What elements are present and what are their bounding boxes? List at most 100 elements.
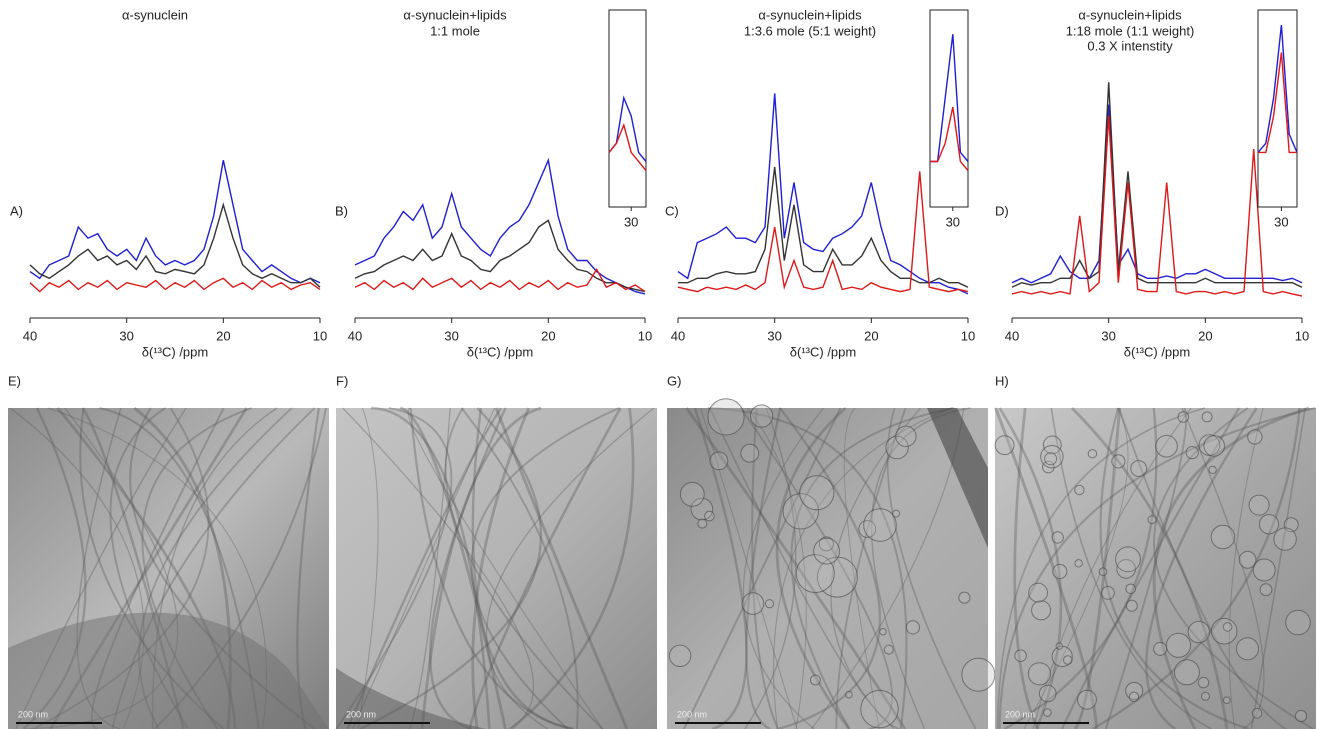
vesicle bbox=[846, 691, 853, 698]
spectrum-line bbox=[30, 160, 320, 283]
image-label: H) bbox=[995, 373, 1009, 388]
vesicle bbox=[896, 426, 916, 446]
micrograph: 200 nm bbox=[667, 399, 995, 729]
vesicle bbox=[893, 510, 900, 517]
vesicle bbox=[906, 621, 919, 634]
vesicle bbox=[1075, 560, 1082, 567]
panel-label: A) bbox=[10, 203, 23, 218]
vesicle bbox=[680, 482, 704, 506]
vesicle bbox=[959, 592, 970, 603]
vesicle bbox=[1248, 430, 1262, 444]
x-tick-label: 40 bbox=[671, 328, 685, 343]
vesicle bbox=[1156, 435, 1178, 457]
x-tick-label: 10 bbox=[961, 328, 975, 343]
figure: α-synuclein A) 40 30 20 10 δ(¹³C) /ppm α-synucl… bbox=[0, 0, 1322, 729]
inset-tick-label: 30 bbox=[946, 214, 960, 229]
vesicle bbox=[1126, 584, 1136, 594]
spectrum-line bbox=[930, 107, 968, 171]
vesicle bbox=[1260, 584, 1272, 596]
panel-subtitle: 1:3.6 mole (5:1 weight) bbox=[744, 23, 876, 38]
vesicle bbox=[1186, 447, 1198, 459]
inset-frame bbox=[1258, 10, 1297, 207]
vesicle bbox=[880, 629, 886, 635]
vesicle bbox=[1056, 643, 1062, 649]
vesicle bbox=[1045, 453, 1057, 465]
vesicle bbox=[669, 645, 690, 666]
vesicle bbox=[1211, 618, 1237, 644]
vesicle bbox=[1028, 663, 1050, 685]
x-tick-label: 30 bbox=[1101, 328, 1115, 343]
panel-subtitle: 0.3 X intenstity bbox=[1087, 38, 1173, 53]
vesicle bbox=[800, 476, 834, 510]
vesicle bbox=[811, 675, 821, 685]
x-tick-label: 40 bbox=[348, 328, 362, 343]
vesicle bbox=[1239, 551, 1256, 568]
vesicle bbox=[1202, 412, 1212, 422]
vesicle bbox=[1204, 436, 1225, 457]
panel-label: D) bbox=[995, 203, 1009, 218]
vesicle bbox=[1126, 600, 1137, 611]
vesicle bbox=[1178, 412, 1189, 423]
scale-bar-label: 200 nm bbox=[677, 709, 707, 719]
x-tick-label: 20 bbox=[864, 328, 878, 343]
spectrum-line bbox=[678, 171, 968, 291]
panel-title: α-synuclein bbox=[122, 7, 188, 22]
vesicle bbox=[1174, 660, 1199, 685]
vesicle bbox=[1202, 692, 1210, 700]
panel-title: α-synuclein+lipids bbox=[758, 7, 862, 22]
x-tick-label: 10 bbox=[313, 328, 327, 343]
x-tick-label: 40 bbox=[1005, 328, 1019, 343]
vesicle bbox=[1274, 528, 1296, 550]
vesicle bbox=[1223, 623, 1232, 632]
vesicle bbox=[1078, 690, 1097, 709]
vesicle bbox=[1088, 450, 1096, 458]
panel-label: C) bbox=[665, 203, 679, 218]
vesicle bbox=[1075, 485, 1084, 494]
vesicle bbox=[710, 452, 728, 470]
panel-label: B) bbox=[335, 203, 348, 218]
vesicle bbox=[861, 690, 898, 727]
spectrum-line bbox=[930, 34, 968, 161]
image-label: F) bbox=[336, 373, 348, 388]
x-tick-label: 10 bbox=[1295, 328, 1309, 343]
spectrum-line bbox=[30, 205, 320, 287]
vesicle bbox=[1198, 677, 1208, 687]
vesicle bbox=[751, 405, 773, 427]
vesicle bbox=[1052, 532, 1063, 543]
x-axis-title: δ(¹³C) /ppm bbox=[790, 344, 856, 359]
vesicle bbox=[1131, 461, 1147, 477]
vesicle bbox=[1253, 559, 1275, 581]
panel-title: α-synuclein+lipids bbox=[403, 7, 507, 22]
panel-subtitle: 1:18 mole (1:1 weight) bbox=[1066, 23, 1195, 38]
x-axis-title: δ(¹³C) /ppm bbox=[142, 344, 208, 359]
vesicle bbox=[962, 658, 995, 691]
vesicle bbox=[1032, 601, 1051, 620]
vesicle bbox=[742, 593, 764, 615]
vesicle bbox=[708, 399, 744, 435]
vesicle bbox=[1148, 516, 1156, 524]
vesicle bbox=[1029, 583, 1048, 602]
vesicle bbox=[1252, 709, 1262, 719]
spectrum-line bbox=[609, 125, 646, 171]
vesicle bbox=[1211, 525, 1234, 548]
micrograph: 200 nm bbox=[995, 408, 1316, 729]
x-tick-label: 30 bbox=[444, 328, 458, 343]
vesicle bbox=[1154, 642, 1167, 655]
vesicle bbox=[1295, 710, 1306, 721]
vesicle bbox=[741, 444, 759, 462]
spectrum-line bbox=[355, 220, 645, 291]
vesicle bbox=[1188, 621, 1209, 642]
vesicle bbox=[995, 436, 1014, 455]
vesicle bbox=[705, 511, 715, 521]
image-label: G) bbox=[667, 373, 681, 388]
vesicle bbox=[1099, 568, 1107, 576]
vesicle bbox=[1259, 515, 1278, 534]
x-tick-label: 20 bbox=[216, 328, 230, 343]
vesicle bbox=[1209, 466, 1216, 473]
image-label: E) bbox=[8, 373, 21, 388]
vesicle bbox=[1129, 692, 1138, 701]
spectrum-line bbox=[355, 160, 645, 294]
vesicle bbox=[1237, 638, 1259, 660]
vesicle bbox=[1064, 656, 1073, 665]
vesicle bbox=[1286, 610, 1311, 635]
